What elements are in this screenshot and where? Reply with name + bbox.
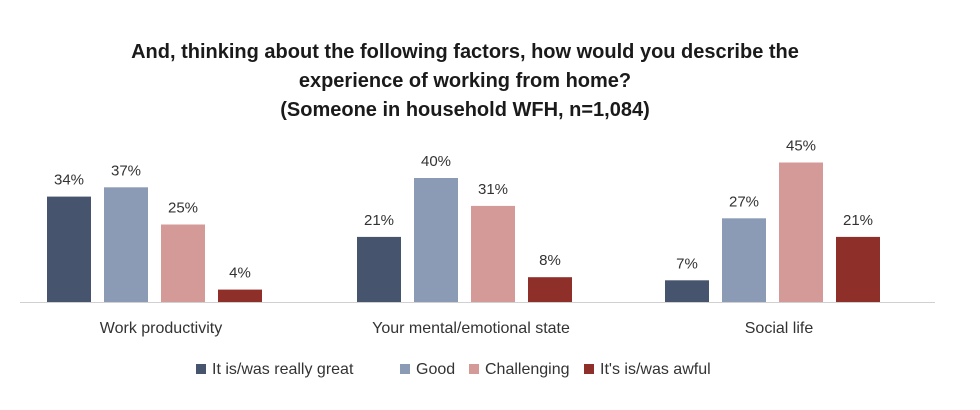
bar-1-1	[414, 178, 458, 302]
legend-swatch-2	[469, 364, 479, 374]
chart-title: And, thinking about the following factor…	[0, 38, 930, 125]
data-label-1-1: 40%	[421, 153, 451, 170]
legend-label-2: Challenging	[485, 361, 570, 378]
data-label-2-2: 45%	[786, 138, 816, 155]
category-label-0: Work productivity	[100, 320, 222, 337]
data-label-2-1: 27%	[729, 193, 759, 210]
data-label-2-3: 21%	[843, 212, 873, 229]
legend-swatch-0	[196, 364, 206, 374]
data-label-2-0: 7%	[676, 255, 698, 272]
chart-title-line-2: experience of working from home?	[298, 70, 632, 92]
data-label-0-1: 37%	[111, 162, 141, 179]
data-label-1-2: 31%	[478, 181, 508, 198]
data-label-1-0: 21%	[364, 212, 394, 229]
data-label-0-2: 25%	[168, 200, 198, 217]
category-label-1: Your mental/emotional state	[372, 320, 570, 337]
bar-2-3	[836, 236, 880, 302]
legend-swatch-3	[584, 364, 594, 374]
legend-label-3: It's is/was awful	[600, 361, 711, 378]
bar-2-2	[779, 162, 823, 302]
bar-0-0	[47, 196, 91, 302]
bar-2-0	[665, 280, 709, 302]
bar-0-1	[104, 187, 148, 302]
bar-0-2	[161, 224, 205, 302]
data-label-0-0: 34%	[54, 172, 84, 189]
chart-title-line-1: And, thinking about the following factor…	[131, 41, 799, 63]
bar-2-1	[722, 218, 766, 302]
bar-0-3	[218, 289, 262, 302]
data-label-0-3: 4%	[229, 265, 251, 282]
legend-label-1: Good	[416, 361, 455, 378]
category-label-2: Social life	[745, 320, 814, 337]
legend-swatch-1	[400, 364, 410, 374]
chart-title-line-3: (Someone in household WFH, n=1,084)	[280, 99, 650, 121]
bar-1-0	[357, 236, 401, 302]
data-label-1-3: 8%	[539, 252, 561, 269]
bar-1-3	[528, 277, 572, 302]
bar-1-2	[471, 205, 515, 302]
legend-label-0: It is/was really great	[212, 361, 354, 378]
